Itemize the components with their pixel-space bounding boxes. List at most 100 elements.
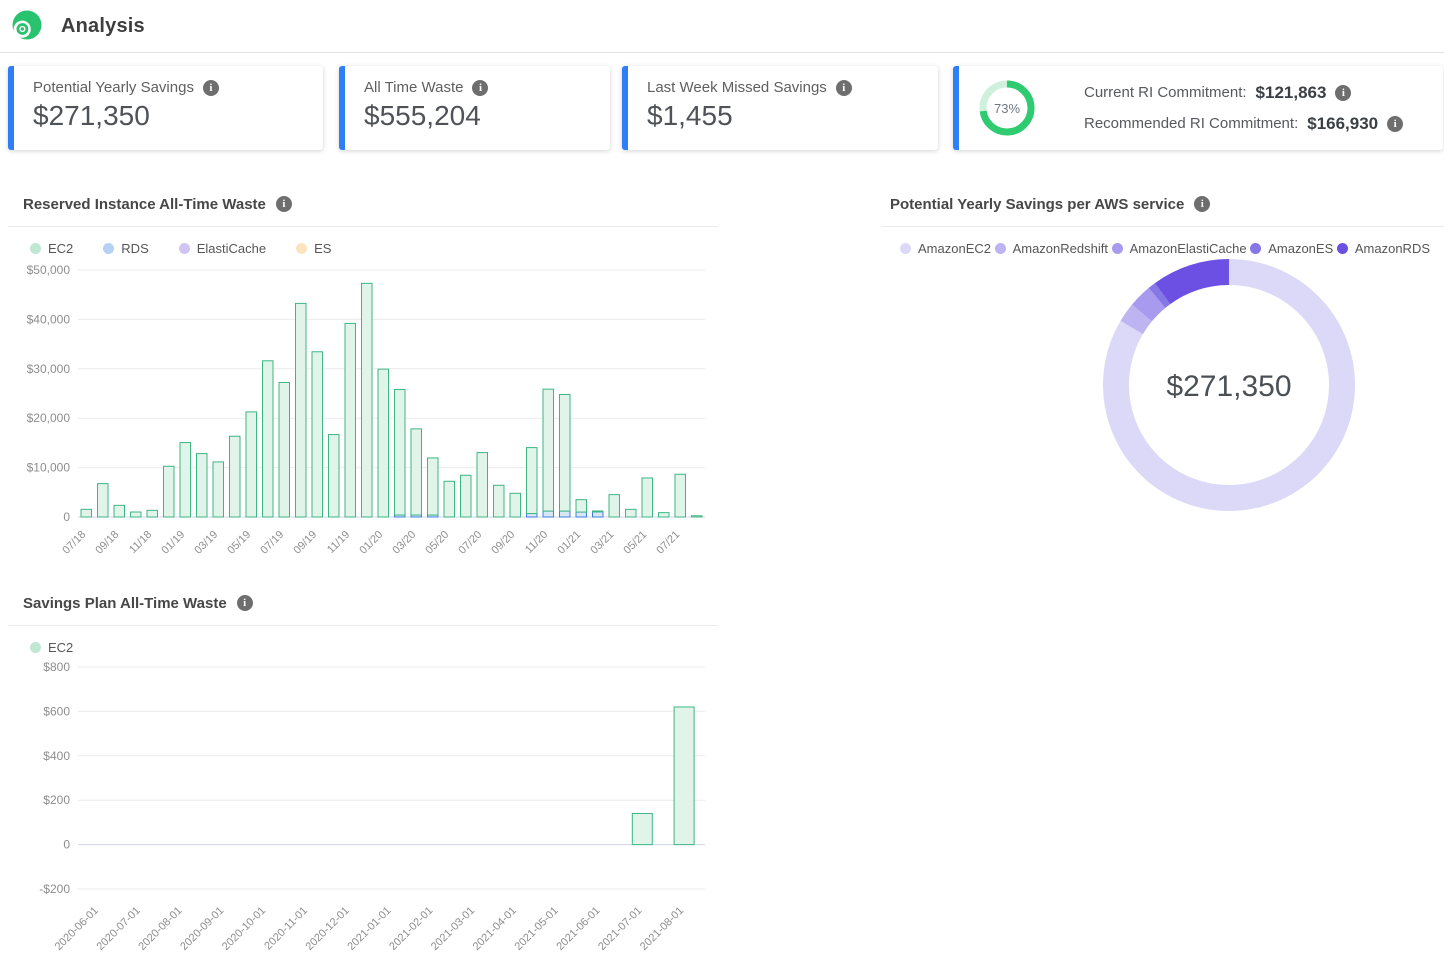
legend-item-AmazonRDS[interactable]: AmazonRDS xyxy=(1336,240,1430,256)
legend-item-AmazonEC2[interactable]: AmazonEC2 xyxy=(900,240,991,256)
svg-text:03/20: 03/20 xyxy=(390,529,418,557)
legend-label: AmazonEC2 xyxy=(918,240,991,256)
svg-text:0: 0 xyxy=(63,838,70,852)
donut-segment-AmazonEC2[interactable] xyxy=(1103,259,1355,511)
info-icon[interactable]: i xyxy=(1335,84,1352,101)
info-icon[interactable]: i xyxy=(275,196,292,212)
legend-dot xyxy=(30,242,41,254)
sp-chart-legend: EC2 xyxy=(8,639,718,655)
legend-item-AmazonRedshift[interactable]: AmazonRedshift xyxy=(994,240,1108,256)
svg-text:07/18: 07/18 xyxy=(60,529,88,557)
panel-sp-all-time-waste: Savings Plan All-Time Waste i EC2 $800 $6… xyxy=(8,592,718,962)
card-all-time-waste: All Time Waste i $555,204 xyxy=(339,66,610,150)
svg-text:01/20: 01/20 xyxy=(357,529,385,557)
svg-text:01/19: 01/19 xyxy=(159,529,187,557)
ri-chart-legend: EC2 RDS ElastiCache ES xyxy=(8,240,718,256)
svg-text:2020-08-01: 2020-08-01 xyxy=(136,905,184,953)
info-icon[interactable]: i xyxy=(472,79,489,96)
info-icon[interactable]: i xyxy=(1194,196,1211,212)
svg-text:$50,000: $50,000 xyxy=(27,263,71,277)
legend-label: AmazonES xyxy=(1268,240,1334,256)
savings-donut-chart[interactable]: $271,350 xyxy=(881,256,1444,528)
legend-item-AmazonElastiCache[interactable]: AmazonElastiCache xyxy=(1111,240,1247,256)
card-ri-commitment: 73% Current RI Commitment: $121,863 i Re… xyxy=(953,66,1443,150)
svg-text:09/18: 09/18 xyxy=(93,529,121,557)
svg-text:2020-11-01: 2020-11-01 xyxy=(262,905,310,953)
svg-text:05/20: 05/20 xyxy=(423,529,451,557)
legend-dot xyxy=(103,242,115,254)
legend-dot xyxy=(1111,242,1123,254)
svg-text:$10,000: $10,000 xyxy=(27,461,71,475)
legend-dot xyxy=(1250,242,1262,254)
svg-text:2020-12-01: 2020-12-01 xyxy=(304,905,352,953)
legend-item-RDS[interactable]: RDS xyxy=(103,240,149,256)
top-header: Analysis xyxy=(0,0,1444,53)
legend-item-ES[interactable]: ES xyxy=(296,240,331,256)
legend-item-EC2[interactable]: EC2 xyxy=(30,240,73,256)
legend-label: RDS xyxy=(121,240,149,256)
legend-item-ElastiCache[interactable]: ElastiCache xyxy=(178,240,266,256)
svg-text:05/19: 05/19 xyxy=(225,529,253,557)
donut-segment-AmazonElastiCache[interactable] xyxy=(1131,287,1166,322)
legend-dot xyxy=(900,242,911,254)
current-ri-commitment-value: $121,863 xyxy=(1255,82,1327,102)
svg-text:01/21: 01/21 xyxy=(555,529,583,557)
card-potential-yearly-savings: Potential Yearly Savings i $271,350 xyxy=(8,66,323,150)
ri-utilization-gauge: 73% xyxy=(979,80,1035,136)
donut-segment-AmazonES[interactable] xyxy=(1148,283,1171,309)
svg-text:0: 0 xyxy=(63,510,70,524)
legend-dot xyxy=(1336,242,1348,254)
recommended-ri-commitment-label: Recommended RI Commitment: xyxy=(1084,115,1299,132)
card-label: Potential Yearly Savings xyxy=(33,79,194,96)
svg-text:07/19: 07/19 xyxy=(258,529,286,557)
svg-text:$40,000: $40,000 xyxy=(27,312,71,326)
recommended-ri-commitment-value: $166,930 xyxy=(1307,113,1379,133)
info-icon[interactable]: i xyxy=(236,595,253,611)
svg-text:05/21: 05/21 xyxy=(621,529,649,557)
panel-title: Savings Plan All-Time Waste xyxy=(23,594,227,612)
card-value: $1,455 xyxy=(647,100,733,131)
card-last-week-missed-savings: Last Week Missed Savings i $1,455 xyxy=(622,66,938,150)
card-label: Last Week Missed Savings xyxy=(647,79,827,96)
info-icon[interactable]: i xyxy=(1387,115,1404,132)
svg-text:2021-04-01: 2021-04-01 xyxy=(471,905,519,953)
svg-text:07/20: 07/20 xyxy=(456,529,484,557)
legend-item-AmazonES[interactable]: AmazonES xyxy=(1250,240,1333,256)
svg-text:2020-09-01: 2020-09-01 xyxy=(178,905,226,953)
info-icon[interactable]: i xyxy=(835,79,852,96)
legend-label: ES xyxy=(314,240,332,256)
svg-text:2020-07-01: 2020-07-01 xyxy=(95,905,143,953)
page-title: Analysis xyxy=(61,14,145,37)
svg-text:2021-02-01: 2021-02-01 xyxy=(387,905,435,953)
legend-item-EC2[interactable]: EC2 xyxy=(30,639,73,655)
svg-text:09/19: 09/19 xyxy=(291,529,319,557)
legend-label: AmazonElastiCache xyxy=(1129,240,1247,256)
divider xyxy=(8,226,718,227)
sp-waste-bar-chart[interactable]: $800 $600 $400 $200 0 -$200 2020-06-012020-07-… xyxy=(8,655,718,957)
donut-center-value: $271,350 xyxy=(1166,370,1291,403)
svg-text:11/18: 11/18 xyxy=(127,529,154,556)
svg-text:2020-06-01: 2020-06-01 xyxy=(53,905,101,953)
svg-text:$800: $800 xyxy=(43,660,70,674)
donut-chart-legend: AmazonEC2 AmazonRedshift AmazonElastiCache… xyxy=(881,240,1444,256)
svg-text:2021-03-01: 2021-03-01 xyxy=(429,905,477,953)
svg-text:11/20: 11/20 xyxy=(523,529,550,556)
panel-title: Reserved Instance All-Time Waste xyxy=(23,195,266,213)
svg-text:11/19: 11/19 xyxy=(325,529,352,556)
svg-text:$600: $600 xyxy=(43,704,70,718)
svg-text:$200: $200 xyxy=(43,793,70,807)
gauge-percent-label: 73% xyxy=(994,101,1020,116)
legend-dot xyxy=(30,641,41,653)
svg-text:$400: $400 xyxy=(43,749,70,763)
donut-segment-AmazonRDS[interactable] xyxy=(1154,259,1230,305)
svg-text:09/20: 09/20 xyxy=(489,529,517,557)
ri-waste-bar-chart[interactable]: $50,000 $40,000 $30,000 $20,000 $10,000 0 07/1… xyxy=(8,256,718,568)
svg-text:03/19: 03/19 xyxy=(192,529,220,557)
svg-text:2021-01-01: 2021-01-01 xyxy=(345,905,393,953)
info-icon[interactable]: i xyxy=(202,79,219,96)
svg-text:07/21: 07/21 xyxy=(654,529,682,557)
card-value: $555,204 xyxy=(364,100,481,131)
donut-segment-AmazonRedshift[interactable] xyxy=(1120,304,1153,335)
current-ri-commitment-label: Current RI Commitment: xyxy=(1084,84,1247,101)
